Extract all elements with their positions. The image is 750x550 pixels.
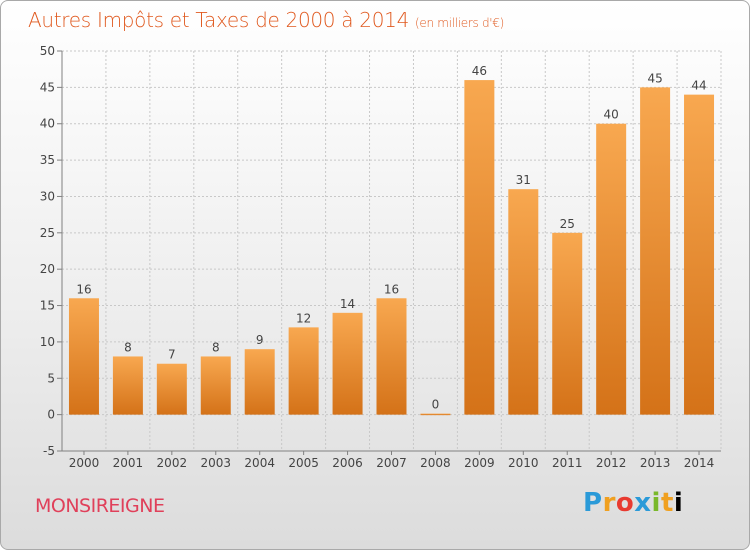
bar-2010[interactable] [508, 189, 539, 415]
bar-2002[interactable] [156, 363, 187, 415]
x-tick-label-2011: 2011 [552, 456, 583, 470]
y-tick-label: 50 [40, 44, 55, 58]
data-label-2005: 12 [296, 311, 311, 325]
logo-letter: r [602, 488, 616, 518]
x-tick-label-2000: 2000 [69, 456, 100, 470]
bar-2009[interactable] [464, 80, 495, 415]
axes [57, 50, 721, 455]
data-label-2011: 25 [560, 217, 575, 231]
data-label-2013: 45 [647, 71, 662, 85]
y-tick-label: 10 [40, 335, 55, 349]
bar-2008[interactable] [420, 413, 451, 416]
bar-2014[interactable] [684, 94, 715, 415]
y-tick-label: 40 [40, 117, 55, 131]
bar-2003[interactable] [200, 356, 231, 415]
y-tick-label: 35 [40, 153, 55, 167]
bar-2005[interactable] [288, 327, 319, 415]
bar-2012[interactable] [596, 123, 627, 415]
x-tick-label-2006: 2006 [332, 456, 363, 470]
data-label-2012: 40 [604, 108, 619, 122]
chart-title: Autres Impôts et Taxes de 2000 à 2014 (en… [28, 8, 504, 32]
data-label-2006: 14 [340, 297, 355, 311]
logo-letter: o [615, 488, 635, 518]
x-tick-label-2002: 2002 [157, 456, 188, 470]
bar-2007[interactable] [376, 298, 407, 415]
proxiti-logo[interactable]: Proxiti [583, 488, 683, 518]
logo-letter: i [673, 488, 684, 518]
x-tick-label-2001: 2001 [113, 456, 144, 470]
data-label-2004: 9 [256, 333, 264, 347]
data-label-2010: 31 [516, 173, 531, 187]
y-tick-label: 45 [40, 80, 55, 94]
x-tick-label-2004: 2004 [244, 456, 275, 470]
chart-title-text: Autres Impôts et Taxes de 2000 à 2014 [28, 8, 409, 32]
commune-name: MONSIREIGNE [35, 495, 165, 517]
y-tick-label: 25 [40, 226, 55, 240]
x-tick-label-2008: 2008 [420, 456, 451, 470]
y-tick-label: 15 [40, 299, 55, 313]
x-tick-label-2003: 2003 [200, 456, 231, 470]
bar-2013[interactable] [640, 87, 671, 415]
y-tick-label: -5 [43, 444, 55, 458]
bar-2006[interactable] [332, 312, 363, 415]
x-tick-label-2012: 2012 [596, 456, 627, 470]
bar-2000[interactable] [68, 298, 99, 415]
y-tick-label: 30 [40, 189, 55, 203]
bars [68, 80, 715, 416]
logo-letter: t [660, 488, 674, 518]
data-label-2003: 8 [212, 340, 220, 354]
data-label-2001: 8 [124, 340, 132, 354]
x-tick-labels: 2000 2001 2002 2003 2004 2005 2006 2007 2008 2009… [69, 456, 715, 470]
logo-letter: P [583, 488, 603, 518]
data-label-2002: 7 [168, 348, 176, 362]
logo-letter: x [634, 488, 652, 518]
data-labels: 16 8 7 8 9 12 14 16 0 46 31 25 40 45 44 [76, 64, 706, 412]
x-tick-label-2010: 2010 [508, 456, 539, 470]
chart-unit-note: (en milliers d'€) [415, 16, 505, 30]
y-tick-label: 5 [47, 371, 55, 385]
data-label-2009: 46 [472, 64, 487, 78]
data-label-2007: 16 [384, 282, 399, 296]
bar-2004[interactable] [244, 349, 275, 415]
bar-2011[interactable] [552, 232, 583, 415]
data-label-2000: 16 [76, 282, 91, 296]
bar-2001[interactable] [112, 356, 143, 415]
x-tick-label-2013: 2013 [640, 456, 671, 470]
x-tick-label-2005: 2005 [288, 456, 319, 470]
data-label-2014: 44 [691, 79, 706, 93]
logo-letter: i [651, 488, 661, 518]
x-tick-label-2014: 2014 [684, 456, 715, 470]
y-tick-label: 20 [40, 262, 55, 276]
x-tick-label-2007: 2007 [376, 456, 407, 470]
x-tick-label-2009: 2009 [464, 456, 495, 470]
y-tick-labels: -5 0 5 10 15 20 25 30 35 40 45 50 [40, 44, 55, 458]
y-tick-label: 0 [47, 408, 55, 422]
data-label-2008: 0 [432, 398, 440, 412]
